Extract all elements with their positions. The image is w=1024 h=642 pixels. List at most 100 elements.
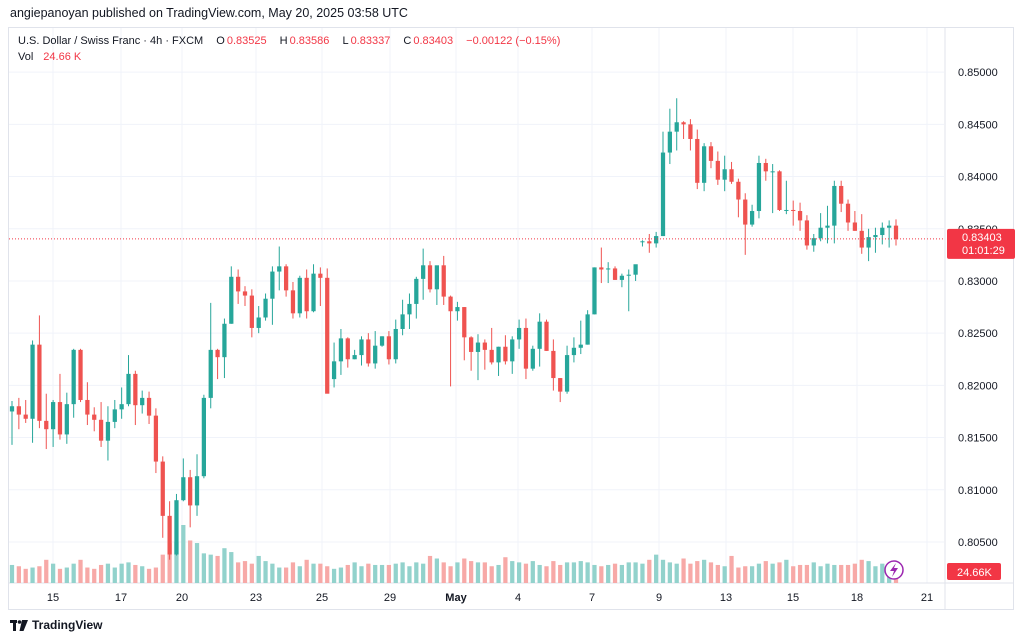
volume-bar <box>37 566 42 583</box>
candle-body <box>345 338 350 360</box>
volume-bar <box>510 561 515 583</box>
candle-body <box>612 268 618 280</box>
volume-bar <box>373 564 378 583</box>
last-price-tag[interactable] <box>947 228 1015 259</box>
candle-body <box>133 373 138 406</box>
volume-bar <box>44 559 49 583</box>
candle-body <box>37 344 42 421</box>
volume-bar <box>345 564 350 583</box>
volume-row: Vol 24.66 K <box>18 49 562 65</box>
volume-bar <box>98 564 104 583</box>
footer-brand-label: TradingView <box>32 618 103 632</box>
candle-body <box>373 345 378 364</box>
candle-body <box>729 169 734 182</box>
volume-tag-value: 24.66K <box>957 567 993 579</box>
volume-bar <box>167 543 172 583</box>
volume-bar <box>462 558 467 583</box>
low-value: 0.83337 <box>350 35 391 47</box>
volume-bar <box>475 562 481 583</box>
candle-body <box>297 277 302 314</box>
candle-body <box>880 227 885 236</box>
high-value: 0.83586 <box>289 35 330 47</box>
volume-bar <box>236 562 241 583</box>
volume-bar <box>222 548 227 583</box>
candle-body <box>818 227 823 239</box>
volume-bar <box>797 564 803 583</box>
candle-body <box>722 169 727 180</box>
volume-bar <box>181 525 186 583</box>
candle-body <box>482 342 487 350</box>
lightning-bolt-glyph <box>890 563 898 577</box>
volume-bar <box>516 562 522 583</box>
volume-tag[interactable] <box>947 563 1001 580</box>
candle-body <box>181 477 186 501</box>
y-tick-label: 0.82000 <box>958 380 998 392</box>
volume-bar <box>441 562 446 583</box>
candle-body <box>112 409 117 422</box>
footer-brand[interactable]: TradingView <box>10 618 102 632</box>
candle-body <box>667 131 672 153</box>
volume-bar <box>791 566 796 583</box>
volume-bar <box>688 563 693 583</box>
candle-body <box>688 124 693 139</box>
candle-body <box>462 307 467 338</box>
x-tick-label: May <box>445 592 467 604</box>
candle-body <box>105 421 111 441</box>
volume-bar <box>318 563 323 583</box>
y-tick-label: 0.81000 <box>958 485 998 497</box>
candle-body <box>571 347 577 356</box>
volume-bar <box>9 564 15 583</box>
candle-body <box>352 355 357 360</box>
volume-bar <box>722 566 727 583</box>
candle-body <box>229 276 234 324</box>
y-tick-label: 0.84000 <box>958 172 998 184</box>
volume-bar <box>832 564 837 583</box>
volume-bar <box>242 561 248 583</box>
candle-body <box>64 404 69 435</box>
candle-body <box>804 220 810 246</box>
candle-body <box>393 328 398 360</box>
candle-body <box>551 350 556 379</box>
candle-body <box>585 314 590 345</box>
volume-bar <box>427 555 433 583</box>
high-label: H <box>279 35 288 47</box>
volume-bar <box>523 563 529 583</box>
symbol-label[interactable]: U.S. Dollar / Swiss Franc · 4h · FXCM <box>18 35 204 47</box>
candle-body <box>626 274 631 276</box>
candle-body <box>71 349 76 405</box>
candle-body <box>167 515 172 555</box>
candle-body <box>318 273 323 278</box>
volume-bar <box>133 564 138 583</box>
candle-body <box>188 477 193 506</box>
x-tick-label: 7 <box>589 592 595 604</box>
volume-bar <box>16 566 21 583</box>
volume-bar <box>674 563 679 583</box>
x-tick-label: 20 <box>176 592 188 604</box>
volume-bar <box>359 566 364 583</box>
y-tick-label: 0.80500 <box>958 537 998 549</box>
volume-bar <box>482 562 487 583</box>
candle-body <box>763 162 768 172</box>
candle-body <box>9 406 15 412</box>
candle-body <box>304 277 309 312</box>
volume-bar <box>263 561 268 583</box>
change-value: −0.00122 (−0.15%) <box>466 35 561 47</box>
x-tick-label: 29 <box>384 592 396 604</box>
volume-bar <box>756 563 762 583</box>
volume-bar <box>50 563 56 583</box>
candle-body <box>681 122 686 125</box>
candle-body <box>660 152 666 237</box>
candle-body <box>400 314 405 329</box>
x-tick-label: 17 <box>115 592 127 604</box>
candle-body <box>57 402 63 435</box>
volume-bar <box>283 567 289 583</box>
y-tick-label: 0.84500 <box>958 119 998 131</box>
candle-body <box>866 237 871 248</box>
volume-bar <box>695 561 700 583</box>
chart-frame[interactable] <box>8 27 1014 610</box>
candle-body <box>448 296 453 312</box>
volume-value: 24.66 K <box>43 51 82 63</box>
y-tick-label: 0.85000 <box>958 67 998 79</box>
